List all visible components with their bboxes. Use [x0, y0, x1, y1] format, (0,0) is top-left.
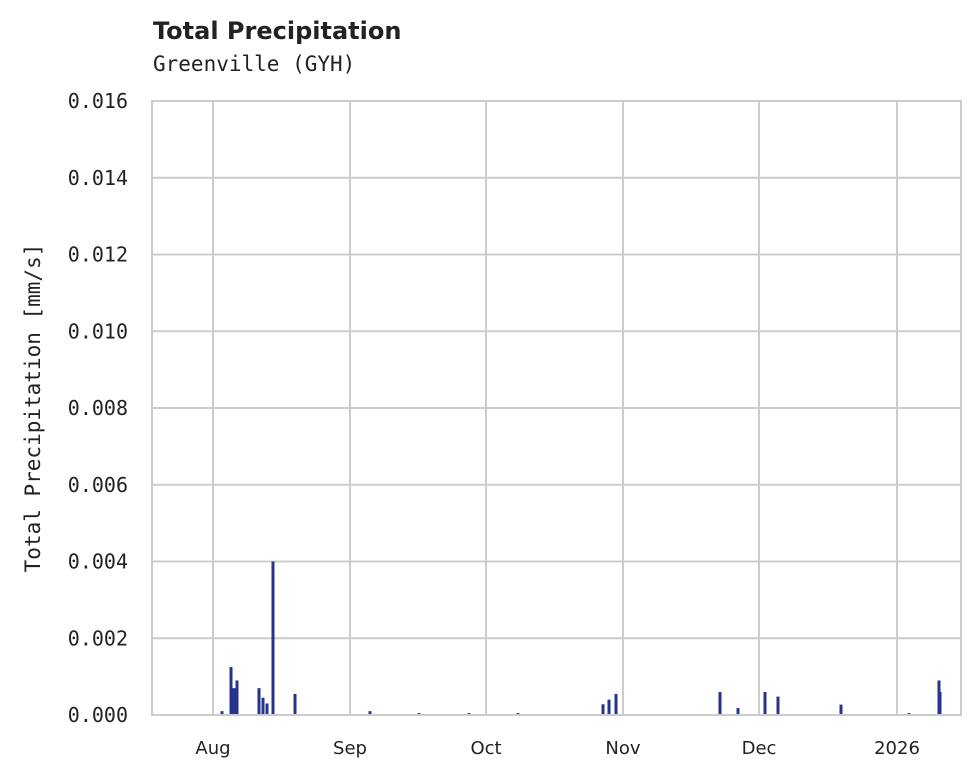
precip-bar	[368, 711, 372, 715]
y-tick-label: 0.008	[68, 396, 128, 420]
x-tick-label: Aug	[195, 738, 230, 759]
precip-bar	[257, 688, 261, 715]
y-tick-label: 0.014	[68, 166, 128, 190]
y-tick-label: 0.000	[68, 703, 128, 727]
precip-bar	[614, 693, 618, 715]
y-tick-label: 0.004	[68, 550, 128, 574]
y-tick-label: 0.016	[68, 89, 128, 113]
y-axis-ticks: 0.000 0.002 0.004 0.006 0.008 0.010 0.012 0.014…	[68, 89, 128, 727]
x-tick-label: Nov	[605, 738, 640, 759]
y-axis-label: Total Precipitation [mm/s]	[21, 244, 45, 573]
precip-bar	[271, 561, 275, 715]
precip-bar	[938, 691, 942, 715]
y-tick-label: 0.010	[68, 319, 128, 343]
precip-bar	[229, 667, 233, 715]
precip-bar	[293, 693, 297, 715]
precip-bar	[839, 704, 843, 715]
precip-bar	[235, 680, 239, 715]
precip-bar	[607, 699, 611, 715]
y-tick-label: 0.002	[68, 626, 128, 650]
precip-bar	[220, 711, 224, 715]
x-axis-ticks: Aug Sep Oct Nov Dec 2026	[195, 738, 919, 759]
x-tick-label: Sep	[333, 738, 367, 759]
y-tick-label: 0.012	[68, 243, 128, 267]
precip-bar	[601, 704, 605, 715]
precip-bar	[261, 697, 265, 715]
y-tick-label: 0.006	[68, 473, 128, 497]
x-tick-label: Dec	[742, 738, 777, 759]
x-tick-label: 2026	[874, 738, 920, 759]
precip-bar	[736, 708, 740, 715]
gridlines	[152, 100, 961, 716]
precip-bar	[265, 703, 269, 715]
chart-title: Total Precipitation	[153, 17, 402, 45]
x-tick-label: Oct	[470, 738, 501, 759]
precip-bar	[232, 688, 236, 715]
precip-bar	[718, 691, 722, 715]
plot-frame	[151, 100, 962, 716]
precip-bar	[776, 696, 780, 715]
precip-bar	[763, 691, 767, 715]
chart-subtitle: Greenville (GYH)	[153, 52, 356, 76]
